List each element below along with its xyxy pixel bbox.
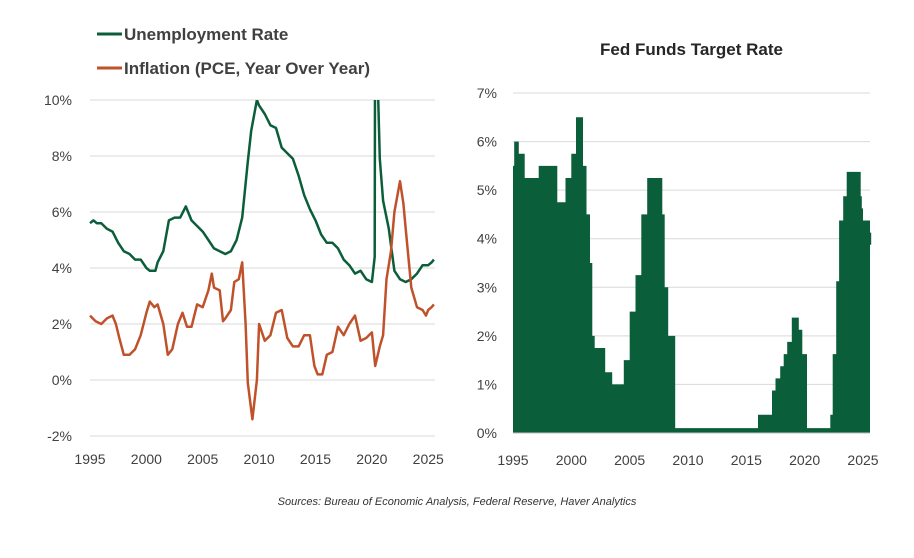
left-x-tick-label: 2000 bbox=[131, 451, 162, 467]
left-y-tick-label: 2% bbox=[52, 316, 72, 332]
fed-funds-area bbox=[513, 117, 872, 434]
source-note: Sources: Bureau of Economic Analysis, Fe… bbox=[278, 496, 637, 508]
right-y-tick-label: 1% bbox=[477, 376, 497, 392]
right-y-tick-label: 6% bbox=[477, 134, 497, 150]
left-y-tick-label: 0% bbox=[52, 372, 72, 388]
left-y-tick-label: 4% bbox=[52, 260, 72, 276]
legend-label-unemployment: Unemployment Rate bbox=[124, 25, 288, 44]
right-x-tick-label: 2025 bbox=[847, 452, 878, 468]
right-chart-title: Fed Funds Target Rate bbox=[600, 40, 783, 59]
inflation-series-line bbox=[89, 179, 435, 421]
right-y-tick-label: 5% bbox=[477, 182, 497, 198]
left-x-tick-label: 2025 bbox=[413, 451, 444, 467]
left-x-tick-label: 1995 bbox=[74, 451, 105, 467]
right-x-tick-label: 2020 bbox=[789, 452, 820, 468]
right-x-tick-label: 2010 bbox=[672, 452, 703, 468]
right-y-tick-label: 3% bbox=[477, 279, 497, 295]
left-x-tick-label: 2005 bbox=[187, 451, 218, 467]
legend-label-inflation: Inflation (PCE, Year Over Year) bbox=[124, 59, 370, 78]
right-y-tick-label: 2% bbox=[477, 328, 497, 344]
right-y-tick-label: 7% bbox=[477, 85, 497, 101]
left-x-tick-label: 2010 bbox=[244, 451, 275, 467]
left-x-tick-label: 2015 bbox=[300, 451, 331, 467]
right-x-tick-label: 2015 bbox=[731, 452, 762, 468]
left-y-tick-label: 8% bbox=[52, 148, 72, 164]
left-y-tick-label: -2% bbox=[47, 428, 72, 444]
right-x-tick-label: 2005 bbox=[614, 452, 645, 468]
right-y-tick-label: 4% bbox=[477, 231, 497, 247]
right-y-tick-label: 0% bbox=[477, 425, 497, 441]
unemployment-series-line bbox=[89, 100, 435, 284]
left-y-tick-label: 10% bbox=[44, 92, 72, 108]
left-y-tick-label: 6% bbox=[52, 204, 72, 220]
right-x-tick-label: 2000 bbox=[556, 452, 587, 468]
left-x-tick-label: 2020 bbox=[356, 451, 387, 467]
right-x-tick-label: 1995 bbox=[497, 452, 528, 468]
